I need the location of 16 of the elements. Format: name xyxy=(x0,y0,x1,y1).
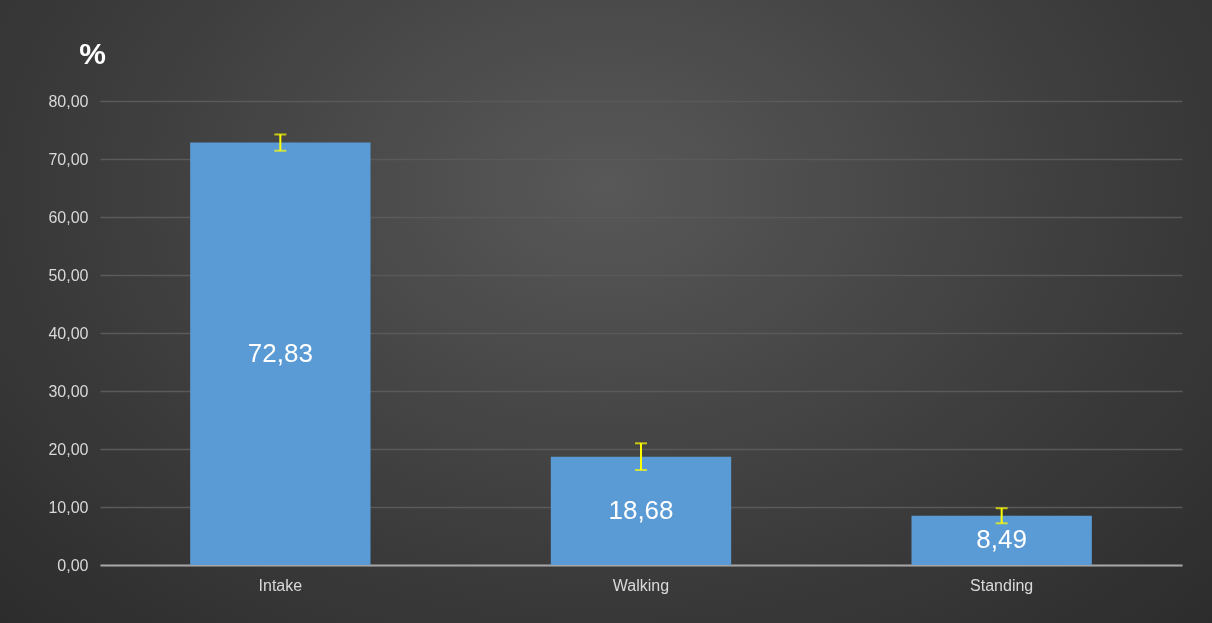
y-tick-label: 20,00 xyxy=(48,440,89,458)
x-tick-label: Standing xyxy=(970,576,1034,594)
y-tick-label: 40,00 xyxy=(48,324,89,342)
data-label: 72,83 xyxy=(247,337,313,368)
y-tick-label: 10,00 xyxy=(48,498,89,516)
y-tick-label: 0,00 xyxy=(57,556,89,574)
y-tick-label: 60,00 xyxy=(48,208,89,226)
y-tick-label: 80,00 xyxy=(48,92,89,110)
data-label: 8,49 xyxy=(976,524,1027,555)
x-tick-label: Intake xyxy=(258,576,303,594)
y-axis-title: % xyxy=(79,36,106,70)
x-tick-label: Walking xyxy=(612,576,670,594)
y-tick-label: 70,00 xyxy=(48,150,89,168)
y-tick-label: 50,00 xyxy=(48,266,89,284)
y-tick-label: 30,00 xyxy=(48,382,89,400)
data-label: 18,68 xyxy=(608,494,674,525)
